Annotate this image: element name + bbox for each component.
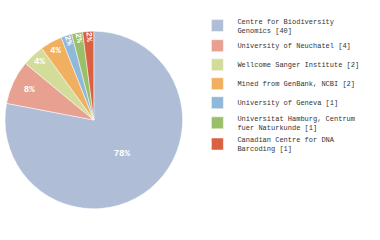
svg-text:Wellcome Sanger Institute [2]: Wellcome Sanger Institute [2] bbox=[237, 61, 359, 69]
svg-text:University of Geneva [1]: University of Geneva [1] bbox=[237, 99, 338, 107]
svg-text:8%: 8% bbox=[24, 85, 35, 95]
svg-text:4%: 4% bbox=[50, 46, 61, 56]
svg-text:2%: 2% bbox=[63, 34, 75, 46]
svg-text:Mined from GenBank, NCBI [2]: Mined from GenBank, NCBI [2] bbox=[237, 80, 355, 88]
svg-text:Universitat Hamburg, Centrumfu: Universitat Hamburg, Centrumfuer Naturku… bbox=[237, 115, 355, 132]
svg-text:2%: 2% bbox=[74, 32, 85, 43]
svg-text:78%: 78% bbox=[114, 149, 131, 159]
svg-text:Canadian Centre for DNABarcodi: Canadian Centre for DNABarcoding [1] bbox=[237, 136, 334, 153]
svg-text:Centre for BiodiversityGenomic: Centre for BiodiversityGenomics [40] bbox=[237, 18, 334, 35]
svg-text:2%: 2% bbox=[84, 32, 94, 42]
svg-text:University of Neuchatel [4]: University of Neuchatel [4] bbox=[237, 42, 350, 50]
svg-text:4%: 4% bbox=[34, 57, 45, 67]
